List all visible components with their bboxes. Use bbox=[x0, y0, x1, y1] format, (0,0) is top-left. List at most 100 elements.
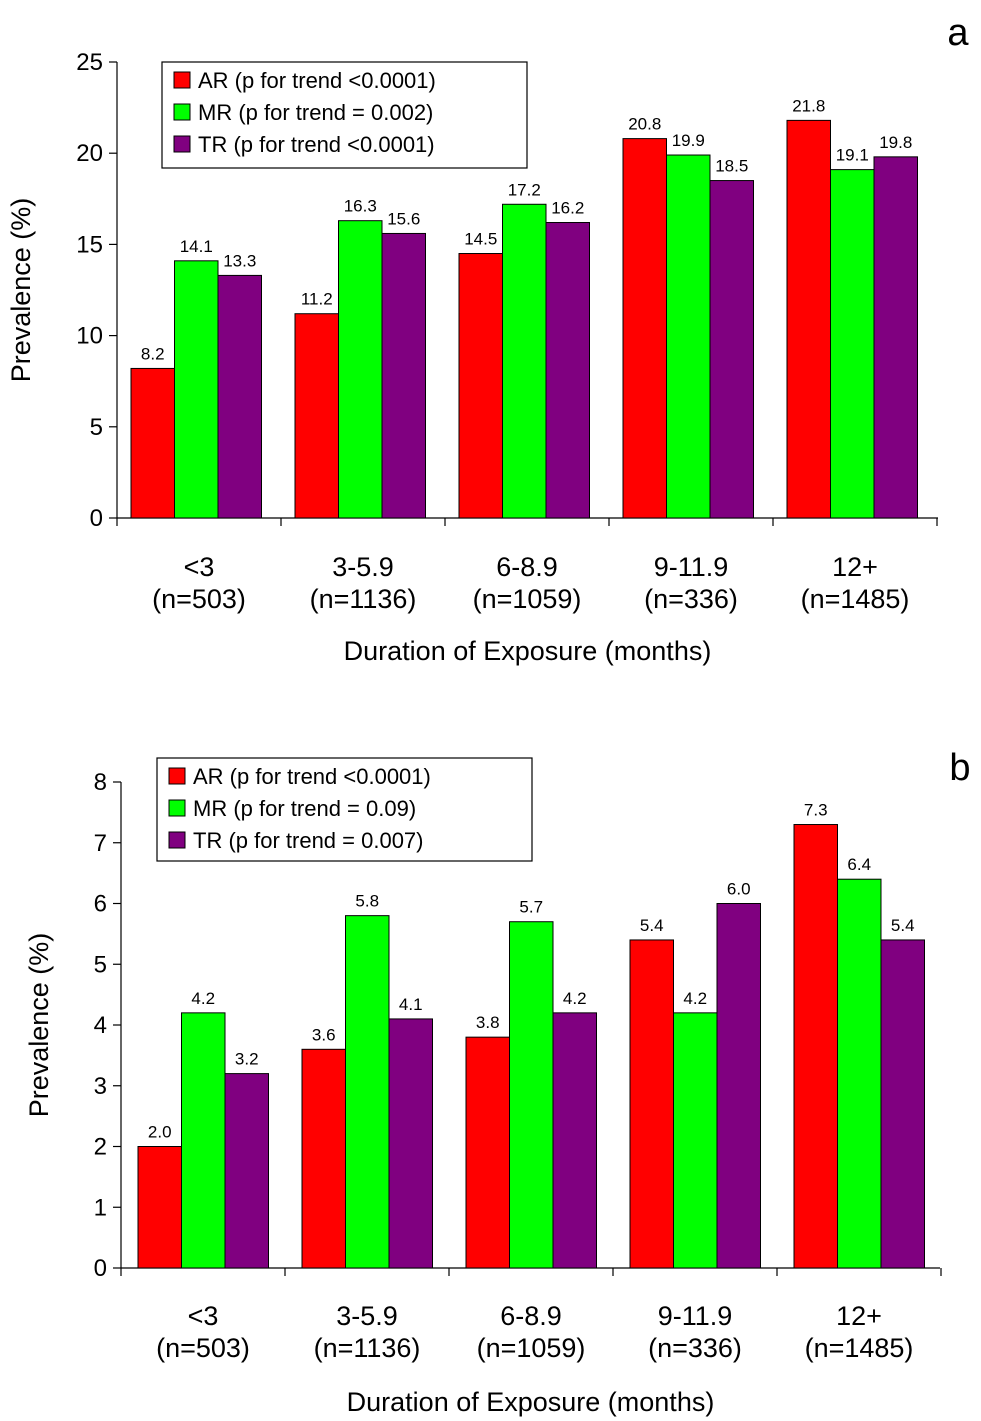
x-category-n: (n=503) bbox=[156, 1333, 250, 1363]
data-label: 8.2 bbox=[141, 344, 165, 363]
data-label: 18.5 bbox=[715, 157, 748, 176]
x-category-n: (n=1485) bbox=[805, 1333, 914, 1363]
x-axis-title: Duration of Exposure (months) bbox=[344, 636, 712, 666]
data-label: 5.4 bbox=[891, 916, 915, 935]
bar-a-s2-c0 bbox=[217, 274, 262, 519]
x-category-label: <3 bbox=[184, 552, 215, 582]
x-category-label: 6-8.9 bbox=[496, 552, 558, 582]
data-label: 16.3 bbox=[344, 197, 377, 216]
bar-b-s0-c3 bbox=[629, 939, 674, 1269]
x-category-label: 12+ bbox=[836, 1301, 882, 1331]
legend-entry: AR (p for trend <0.0001) bbox=[193, 764, 431, 789]
data-label: 19.9 bbox=[672, 131, 705, 150]
bar-b-s0-c2 bbox=[465, 1036, 510, 1269]
data-label: 13.3 bbox=[223, 251, 256, 270]
bar-a-s0-c2 bbox=[458, 253, 503, 519]
legend-entry: MR (p for trend = 0.002) bbox=[198, 100, 433, 125]
y-tick-label: 10 bbox=[76, 323, 103, 350]
x-category-n: (n=336) bbox=[648, 1333, 742, 1363]
y-tick-label: 6 bbox=[94, 891, 107, 918]
data-label: 15.6 bbox=[387, 209, 420, 228]
y-tick-label: 8 bbox=[94, 769, 107, 796]
x-category-n: (n=1059) bbox=[473, 584, 582, 614]
data-label: 16.2 bbox=[551, 199, 584, 218]
bar-a-s0-c4 bbox=[786, 119, 831, 519]
x-category-n: (n=336) bbox=[644, 584, 738, 614]
legend-entry: MR (p for trend = 0.09) bbox=[193, 796, 416, 821]
data-label: 14.1 bbox=[180, 237, 213, 256]
bar-b-s2-c3 bbox=[716, 903, 761, 1269]
legend-swatch bbox=[173, 71, 191, 89]
data-label: 2.0 bbox=[148, 1123, 172, 1142]
data-label: 4.2 bbox=[563, 989, 587, 1008]
legend-swatch bbox=[168, 831, 186, 849]
x-category-label: 9-11.9 bbox=[658, 1301, 733, 1331]
legend-entry: AR (p for trend <0.0001) bbox=[198, 68, 436, 93]
x-category-label: 3-5.9 bbox=[336, 1301, 398, 1331]
y-tick-label: 5 bbox=[90, 414, 103, 441]
data-label: 3.2 bbox=[235, 1050, 259, 1069]
data-label: 20.8 bbox=[628, 115, 661, 134]
data-label: 3.8 bbox=[476, 1013, 500, 1032]
bar-a-s2-c2 bbox=[545, 222, 590, 519]
bar-b-s1-c1 bbox=[345, 915, 390, 1269]
x-category-n: (n=1485) bbox=[801, 584, 910, 614]
y-axis-title: Prevalence (%) bbox=[6, 198, 36, 383]
y-tick-label: 2 bbox=[94, 1134, 107, 1161]
bar-b-s1-c3 bbox=[673, 1012, 718, 1269]
bar-a-s1-c0 bbox=[174, 260, 219, 519]
y-axis-title: Prevalence (%) bbox=[24, 933, 54, 1118]
bar-b-s1-c0 bbox=[181, 1012, 226, 1269]
data-label: 14.5 bbox=[464, 230, 497, 249]
data-label: 21.8 bbox=[792, 96, 825, 115]
bar-a-s1-c2 bbox=[502, 203, 547, 519]
x-category-n: (n=1136) bbox=[310, 584, 417, 614]
data-label: 6.0 bbox=[727, 880, 751, 899]
data-label: 19.8 bbox=[879, 133, 912, 152]
x-category-label: 6-8.9 bbox=[500, 1301, 562, 1331]
y-tick-label: 4 bbox=[94, 1012, 107, 1039]
y-tick-label: 3 bbox=[94, 1073, 107, 1100]
y-tick-label: 0 bbox=[94, 1255, 107, 1282]
x-category-label: 9-11.9 bbox=[654, 552, 729, 582]
legend-entry: TR (p for trend = 0.007) bbox=[193, 828, 424, 853]
x-category-n: (n=1059) bbox=[477, 1333, 586, 1363]
y-tick-label: 15 bbox=[76, 231, 103, 258]
bar-a-s1-c4 bbox=[830, 169, 875, 519]
data-label: 17.2 bbox=[508, 180, 541, 199]
panel-label-a: a bbox=[947, 12, 969, 54]
legend-box bbox=[156, 757, 533, 862]
bar-a-s2-c1 bbox=[381, 232, 426, 519]
legend-swatch bbox=[173, 135, 191, 153]
x-category-n: (n=1136) bbox=[314, 1333, 421, 1363]
data-label: 5.4 bbox=[640, 916, 664, 935]
bar-a-s0-c3 bbox=[622, 138, 667, 519]
data-label: 4.2 bbox=[683, 989, 707, 1008]
data-label: 5.8 bbox=[355, 892, 379, 911]
bar-b-s0-c0 bbox=[137, 1146, 182, 1269]
x-category-label: <3 bbox=[188, 1301, 219, 1331]
panel-label-b: b bbox=[949, 747, 970, 789]
x-category-n: (n=503) bbox=[152, 584, 246, 614]
bar-b-s2-c0 bbox=[224, 1073, 269, 1269]
legend-entry: TR (p for trend <0.0001) bbox=[198, 132, 435, 157]
bar-a-s0-c1 bbox=[294, 313, 339, 519]
x-axis-title: Duration of Exposure (months) bbox=[347, 1387, 715, 1417]
bar-b-s2-c2 bbox=[552, 1012, 597, 1269]
data-label: 4.1 bbox=[399, 995, 423, 1014]
bar-a-s1-c1 bbox=[338, 220, 383, 519]
bar-a-s2-c3 bbox=[709, 180, 754, 519]
x-category-label: 12+ bbox=[832, 552, 878, 582]
bar-a-s1-c3 bbox=[666, 154, 711, 519]
data-label: 5.7 bbox=[519, 898, 543, 917]
bar-b-s2-c4 bbox=[880, 939, 925, 1269]
legend-swatch bbox=[168, 767, 186, 785]
data-label: 6.4 bbox=[847, 855, 871, 874]
y-tick-label: 25 bbox=[76, 49, 103, 76]
legend-box bbox=[161, 61, 528, 169]
data-label: 7.3 bbox=[804, 801, 828, 820]
bar-a-s0-c0 bbox=[130, 367, 175, 519]
bar-b-s0-c4 bbox=[793, 824, 838, 1269]
data-label: 3.6 bbox=[312, 1025, 336, 1044]
